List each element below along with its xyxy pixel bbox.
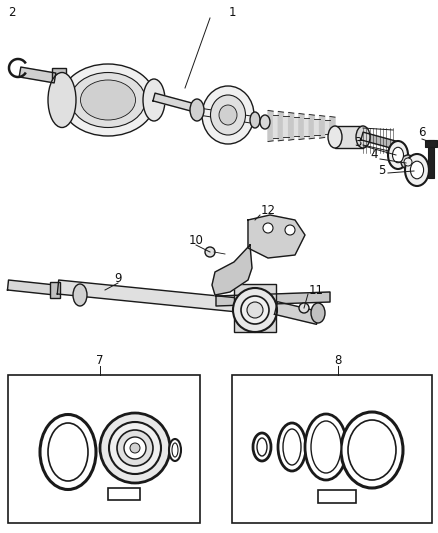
Ellipse shape xyxy=(253,433,271,461)
Polygon shape xyxy=(248,215,305,258)
Polygon shape xyxy=(304,117,309,136)
Text: 6: 6 xyxy=(418,126,426,140)
Ellipse shape xyxy=(48,72,76,127)
Text: 8: 8 xyxy=(334,353,342,367)
Polygon shape xyxy=(216,292,330,306)
Text: 3: 3 xyxy=(354,135,362,149)
Polygon shape xyxy=(289,112,294,140)
Polygon shape xyxy=(320,116,325,138)
Bar xyxy=(52,68,66,86)
Bar xyxy=(50,282,60,298)
Ellipse shape xyxy=(257,438,267,456)
Polygon shape xyxy=(294,117,299,136)
Ellipse shape xyxy=(328,126,342,148)
Polygon shape xyxy=(57,280,239,312)
Ellipse shape xyxy=(73,284,87,306)
Circle shape xyxy=(130,443,140,453)
Ellipse shape xyxy=(341,412,403,488)
Ellipse shape xyxy=(172,443,178,457)
Text: 2: 2 xyxy=(8,5,16,19)
Circle shape xyxy=(109,422,161,474)
Circle shape xyxy=(299,303,309,313)
Text: 5: 5 xyxy=(378,164,386,176)
Ellipse shape xyxy=(190,99,204,121)
Ellipse shape xyxy=(283,429,301,465)
Ellipse shape xyxy=(404,158,412,166)
Polygon shape xyxy=(325,119,330,134)
Text: 7: 7 xyxy=(96,353,104,367)
Circle shape xyxy=(205,247,215,257)
Polygon shape xyxy=(19,67,56,83)
Text: 10: 10 xyxy=(189,233,203,246)
Ellipse shape xyxy=(250,112,260,128)
Circle shape xyxy=(124,437,146,459)
Ellipse shape xyxy=(305,414,347,480)
Ellipse shape xyxy=(405,154,429,186)
Ellipse shape xyxy=(388,141,408,169)
Ellipse shape xyxy=(410,161,424,179)
Bar xyxy=(428,140,434,178)
Ellipse shape xyxy=(311,421,341,473)
Circle shape xyxy=(117,430,153,466)
Ellipse shape xyxy=(356,126,370,148)
Ellipse shape xyxy=(40,415,96,489)
Bar xyxy=(232,375,432,523)
Polygon shape xyxy=(212,245,252,295)
Circle shape xyxy=(247,302,263,318)
Circle shape xyxy=(241,296,269,324)
Bar xyxy=(318,490,356,503)
Ellipse shape xyxy=(143,79,165,121)
Text: 12: 12 xyxy=(261,204,276,216)
Polygon shape xyxy=(153,93,196,112)
Polygon shape xyxy=(283,116,289,137)
Polygon shape xyxy=(314,118,320,135)
Ellipse shape xyxy=(71,72,145,127)
Ellipse shape xyxy=(81,80,135,120)
Polygon shape xyxy=(361,132,396,149)
Ellipse shape xyxy=(401,155,415,169)
Ellipse shape xyxy=(278,423,306,471)
Polygon shape xyxy=(268,110,273,141)
Bar xyxy=(108,488,140,500)
Ellipse shape xyxy=(60,64,155,136)
Circle shape xyxy=(285,225,295,235)
Text: 1: 1 xyxy=(228,5,236,19)
Circle shape xyxy=(263,223,273,233)
Text: 11: 11 xyxy=(308,284,324,296)
Ellipse shape xyxy=(202,86,254,144)
Polygon shape xyxy=(201,109,254,124)
Bar xyxy=(8,375,200,523)
Polygon shape xyxy=(7,280,56,295)
Polygon shape xyxy=(275,302,319,324)
Ellipse shape xyxy=(219,105,237,125)
Ellipse shape xyxy=(348,420,396,480)
Polygon shape xyxy=(273,115,278,138)
Ellipse shape xyxy=(392,147,403,163)
Bar xyxy=(335,126,363,148)
Circle shape xyxy=(100,413,170,483)
Ellipse shape xyxy=(48,423,88,481)
Ellipse shape xyxy=(169,439,181,461)
Circle shape xyxy=(233,288,277,332)
Polygon shape xyxy=(299,114,304,140)
Ellipse shape xyxy=(260,115,270,129)
Ellipse shape xyxy=(211,95,246,135)
Text: 9: 9 xyxy=(114,271,122,285)
Ellipse shape xyxy=(311,303,325,323)
Bar xyxy=(234,284,276,332)
Bar xyxy=(425,140,437,147)
Polygon shape xyxy=(330,117,335,138)
Polygon shape xyxy=(278,111,283,141)
Polygon shape xyxy=(309,115,314,139)
Text: 4: 4 xyxy=(370,149,378,161)
